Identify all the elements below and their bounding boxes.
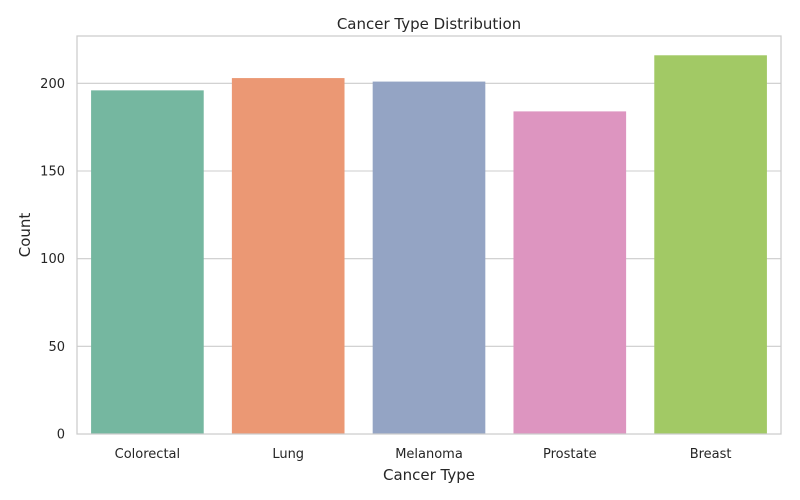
plot-frame [76,35,782,435]
y-axis-label: Count [16,213,34,258]
x-tick-labels: Colorectal Lung Melanoma Prostate Breast [115,447,732,462]
y-tick-label: 150 [40,165,65,180]
x-axis-label: Cancer Type [383,466,475,484]
bar-lung [231,78,345,435]
bar-colorectal [91,90,204,435]
bar-prostate [513,111,627,435]
chart-title: Cancer Type Distribution [337,15,521,33]
bar-breast [654,55,767,434]
y-tick-label: 50 [48,340,65,355]
y-tick-label: 200 [40,77,65,92]
bar-melanoma [372,81,486,434]
bars [91,55,767,435]
x-tick-label: Melanoma [395,447,463,462]
y-tick-labels: 0 50 100 150 200 [40,77,65,443]
x-tick-label: Breast [690,447,732,462]
x-tick-label: Prostate [543,447,597,462]
x-tick-label: Lung [272,447,304,462]
y-tick-label: 100 [40,252,65,267]
y-tick-label: 0 [57,428,65,443]
x-tick-label: Colorectal [115,447,180,462]
